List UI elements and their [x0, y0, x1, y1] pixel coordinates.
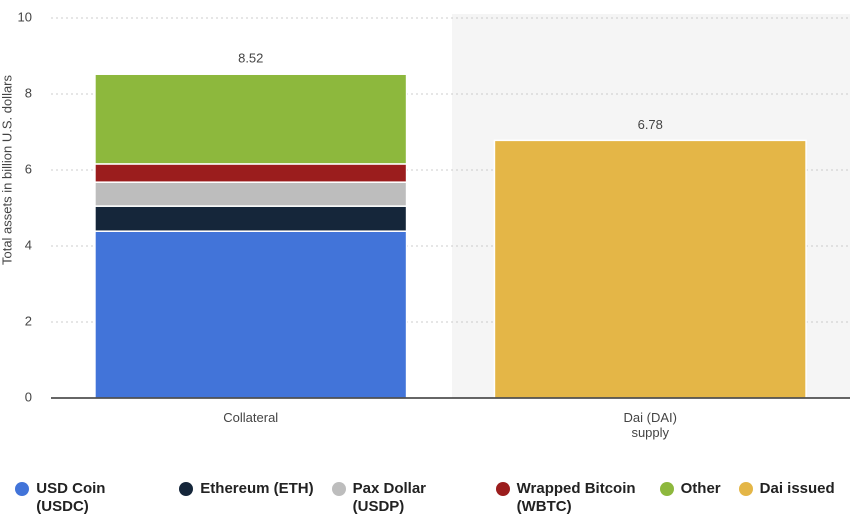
legend-swatch — [659, 482, 674, 496]
legend-label: Pax Dollar (USDP) — [352, 480, 427, 515]
legend-swatch — [738, 482, 753, 496]
legend-label: USD Coin (USDC) — [36, 480, 106, 515]
legend: USD Coin (USDC) Ethereum (ETH) Pax Dollar … — [0, 480, 850, 516]
y-tick-label: 10 — [18, 9, 32, 24]
legend-label: Ethereum (ETH) — [200, 480, 314, 497]
legend-swatch — [15, 482, 30, 496]
bar-segment — [94, 163, 408, 183]
y-tick-label: 4 — [25, 237, 32, 252]
x-tick-label: Dai (DAI) supply — [623, 410, 677, 440]
legend-item: Other — [659, 480, 721, 516]
legend-swatch — [495, 482, 510, 496]
legend-item: Wrapped Bitcoin (WBTC) — [495, 480, 642, 516]
legend-label: Wrapped Bitcoin (WBTC) — [516, 480, 636, 515]
y-axis-label: Total assets in billion U.S. dollars — [0, 74, 14, 265]
x-tick-label: Collateral — [223, 410, 279, 425]
legend-label: Other — [680, 480, 721, 497]
legend-item: Ethereum (ETH) — [179, 480, 314, 516]
y-tick-label: 2 — [25, 313, 32, 328]
total-label: 8.52 — [238, 51, 263, 66]
total-label: 6.78 — [638, 117, 663, 132]
bar-segment — [94, 230, 408, 399]
chart: Total assets in billion U.S. dollars 0 2 4… — [0, 9, 850, 404]
legend-item: Pax Dollar (USDP) — [331, 480, 478, 516]
bar-segment — [94, 205, 408, 232]
bar-segment — [493, 139, 807, 399]
bar-segment — [94, 181, 408, 207]
bar-segment — [94, 73, 408, 165]
legend-swatch — [331, 482, 346, 496]
legend-swatch — [179, 482, 194, 496]
y-tick-label: 8 — [25, 85, 32, 100]
legend-item: Dai issued — [738, 480, 835, 516]
legend-item: USD Coin (USDC) — [15, 480, 161, 516]
y-tick-label: 0 — [25, 389, 32, 404]
y-tick-label: 6 — [25, 161, 32, 176]
legend-label: Dai issued — [759, 480, 835, 497]
